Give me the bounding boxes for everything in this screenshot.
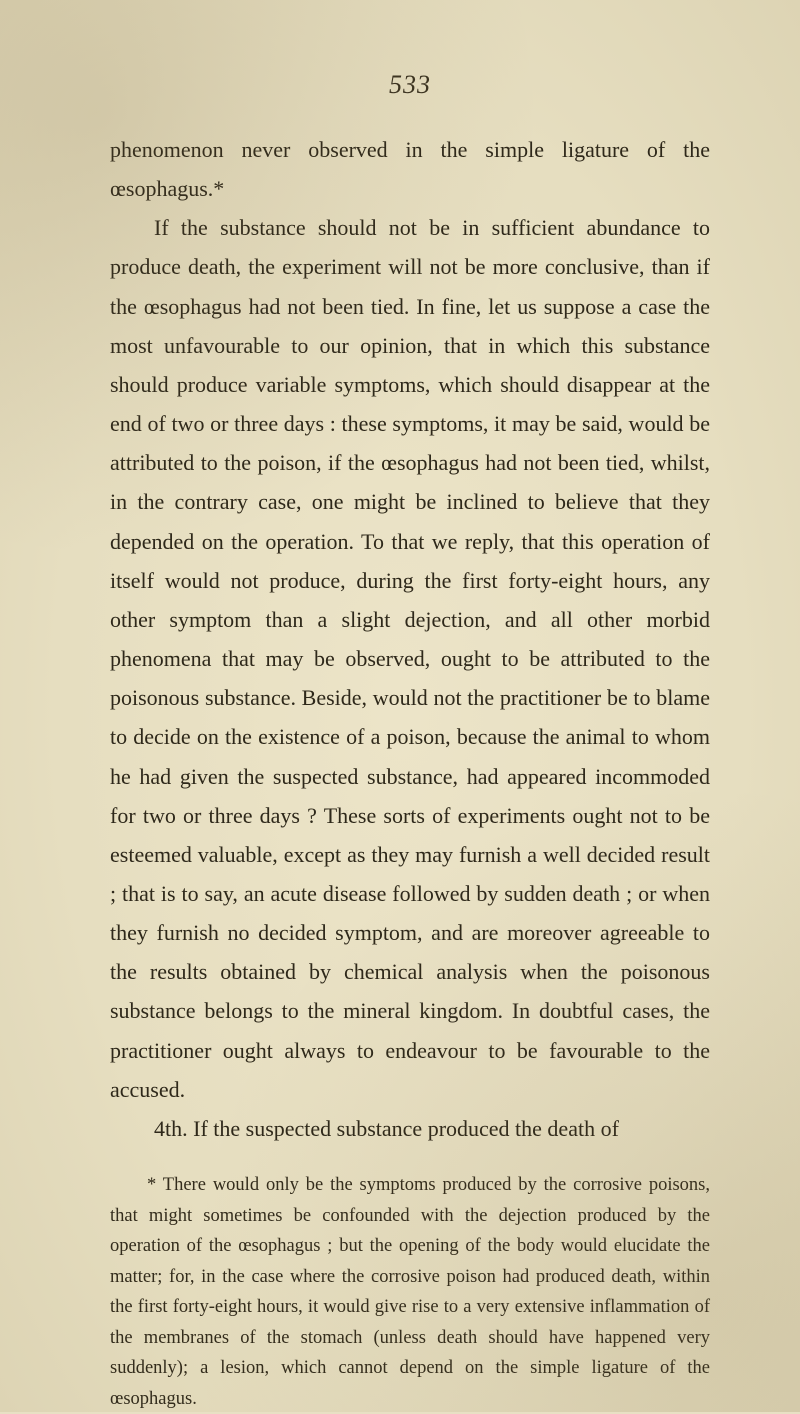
paragraph-1: phenomenon never observed in the simple … [110,130,710,208]
document-page: 533 phenomenon never observed in the sim… [0,0,800,1412]
paragraph-3: 4th. If the suspected substance produced… [110,1109,710,1148]
body-text: phenomenon never observed in the simple … [110,130,710,1148]
footnote: * There would only be the symptoms produ… [110,1170,710,1414]
paragraph-2: If the substance should not be in suffic… [110,208,710,1109]
page-number: 533 [110,70,710,100]
